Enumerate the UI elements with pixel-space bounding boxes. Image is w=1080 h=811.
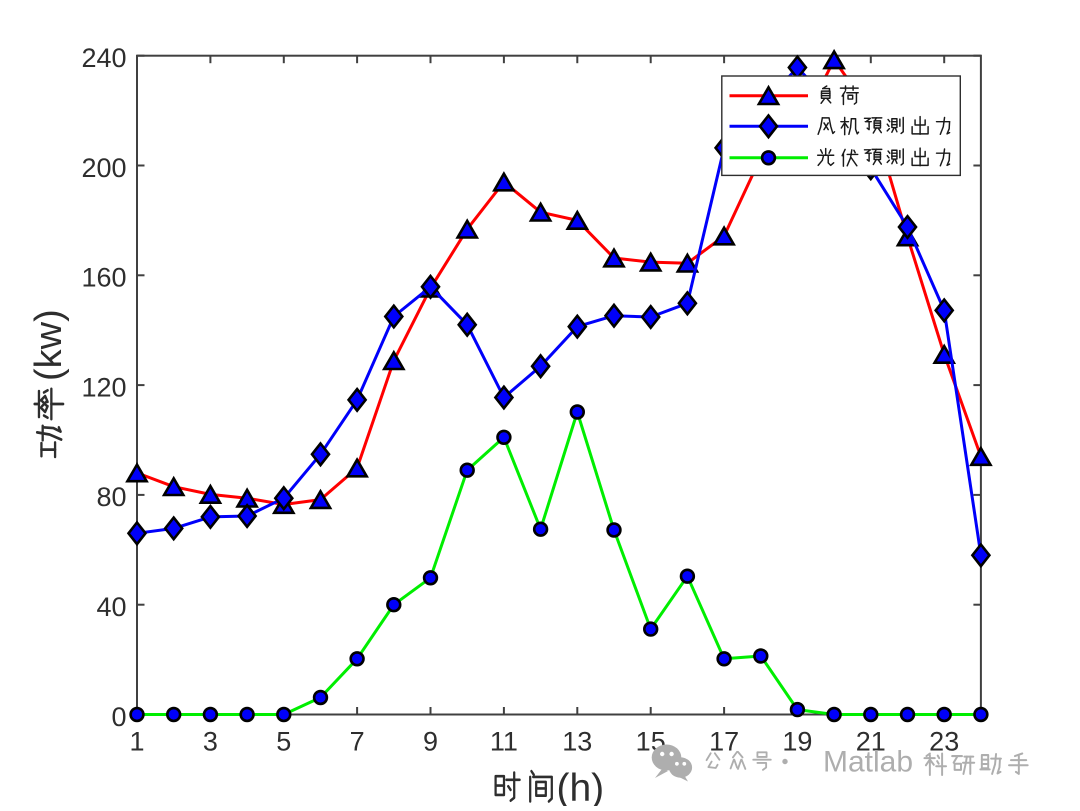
svg-text:3: 3 bbox=[203, 727, 218, 757]
svg-text:1: 1 bbox=[129, 727, 144, 757]
svg-text:80: 80 bbox=[96, 482, 126, 512]
svg-text:13: 13 bbox=[562, 727, 592, 757]
svg-text:0: 0 bbox=[111, 702, 126, 732]
svg-text:Matlab: Matlab bbox=[823, 746, 913, 779]
svg-text:17: 17 bbox=[709, 727, 739, 757]
svg-text:7: 7 bbox=[350, 727, 365, 757]
svg-text:9: 9 bbox=[423, 727, 438, 757]
svg-text:21: 21 bbox=[856, 727, 886, 757]
svg-text:40: 40 bbox=[96, 592, 126, 622]
svg-text:(h): (h) bbox=[557, 767, 605, 806]
svg-text:(kw): (kw) bbox=[28, 309, 70, 381]
svg-text:160: 160 bbox=[81, 263, 126, 293]
svg-text:240: 240 bbox=[81, 43, 126, 73]
svg-text:200: 200 bbox=[81, 153, 126, 183]
svg-text:5: 5 bbox=[276, 727, 291, 757]
svg-text:11: 11 bbox=[490, 727, 518, 757]
svg-text:120: 120 bbox=[81, 372, 126, 402]
svg-text:23: 23 bbox=[929, 727, 959, 757]
svg-text:19: 19 bbox=[782, 727, 812, 757]
